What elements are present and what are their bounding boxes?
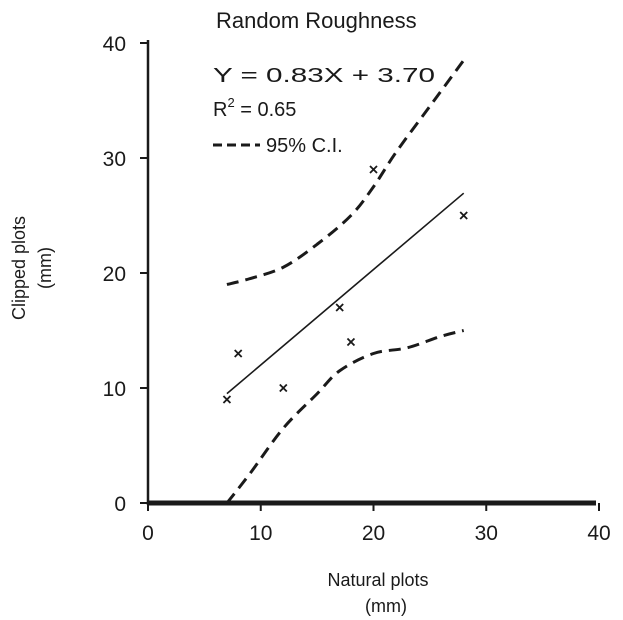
data-point <box>459 211 468 220</box>
equation-annotation: Y = 0.83X + 3.70 <box>213 65 435 87</box>
data-point <box>369 165 378 174</box>
chart-title: Random Roughness <box>216 8 417 33</box>
x-tick-label: 10 <box>249 522 272 545</box>
data-point <box>346 337 356 347</box>
regression-line <box>226 192 465 395</box>
ci-upper-curve <box>226 59 465 286</box>
x-tick-label: 40 <box>587 522 610 545</box>
y-tick-label: 10 <box>103 378 126 401</box>
data-point <box>279 383 288 393</box>
x-tick-label: 30 <box>475 522 498 545</box>
data-point <box>222 395 232 404</box>
y-axis-label-line2: (mm) <box>35 247 55 289</box>
y-tick-label: 0 <box>114 493 126 516</box>
x-tick-label: 20 <box>362 522 385 545</box>
ci-lower-curve <box>225 329 465 504</box>
data-point <box>234 349 243 358</box>
x-axis-label-line1: Natural plots <box>327 570 428 590</box>
r2-annotation: R2 = 0.65 <box>213 95 296 121</box>
x-axis-label-line2: (mm) <box>365 596 407 616</box>
data-point <box>335 303 344 312</box>
y-tick-label: 40 <box>103 33 126 56</box>
r2-superscript: 2 <box>227 95 234 110</box>
r2-prefix: R <box>213 99 227 121</box>
x-tick-label: 0 <box>142 522 154 545</box>
r2-value: = 0.65 <box>235 99 297 121</box>
y-tick-label: 20 <box>103 263 126 286</box>
y-tick-label: 30 <box>103 148 126 171</box>
y-axis-label-line1: Clipped plots <box>9 216 29 320</box>
ci-legend-label: 95% C.I. <box>266 135 343 157</box>
